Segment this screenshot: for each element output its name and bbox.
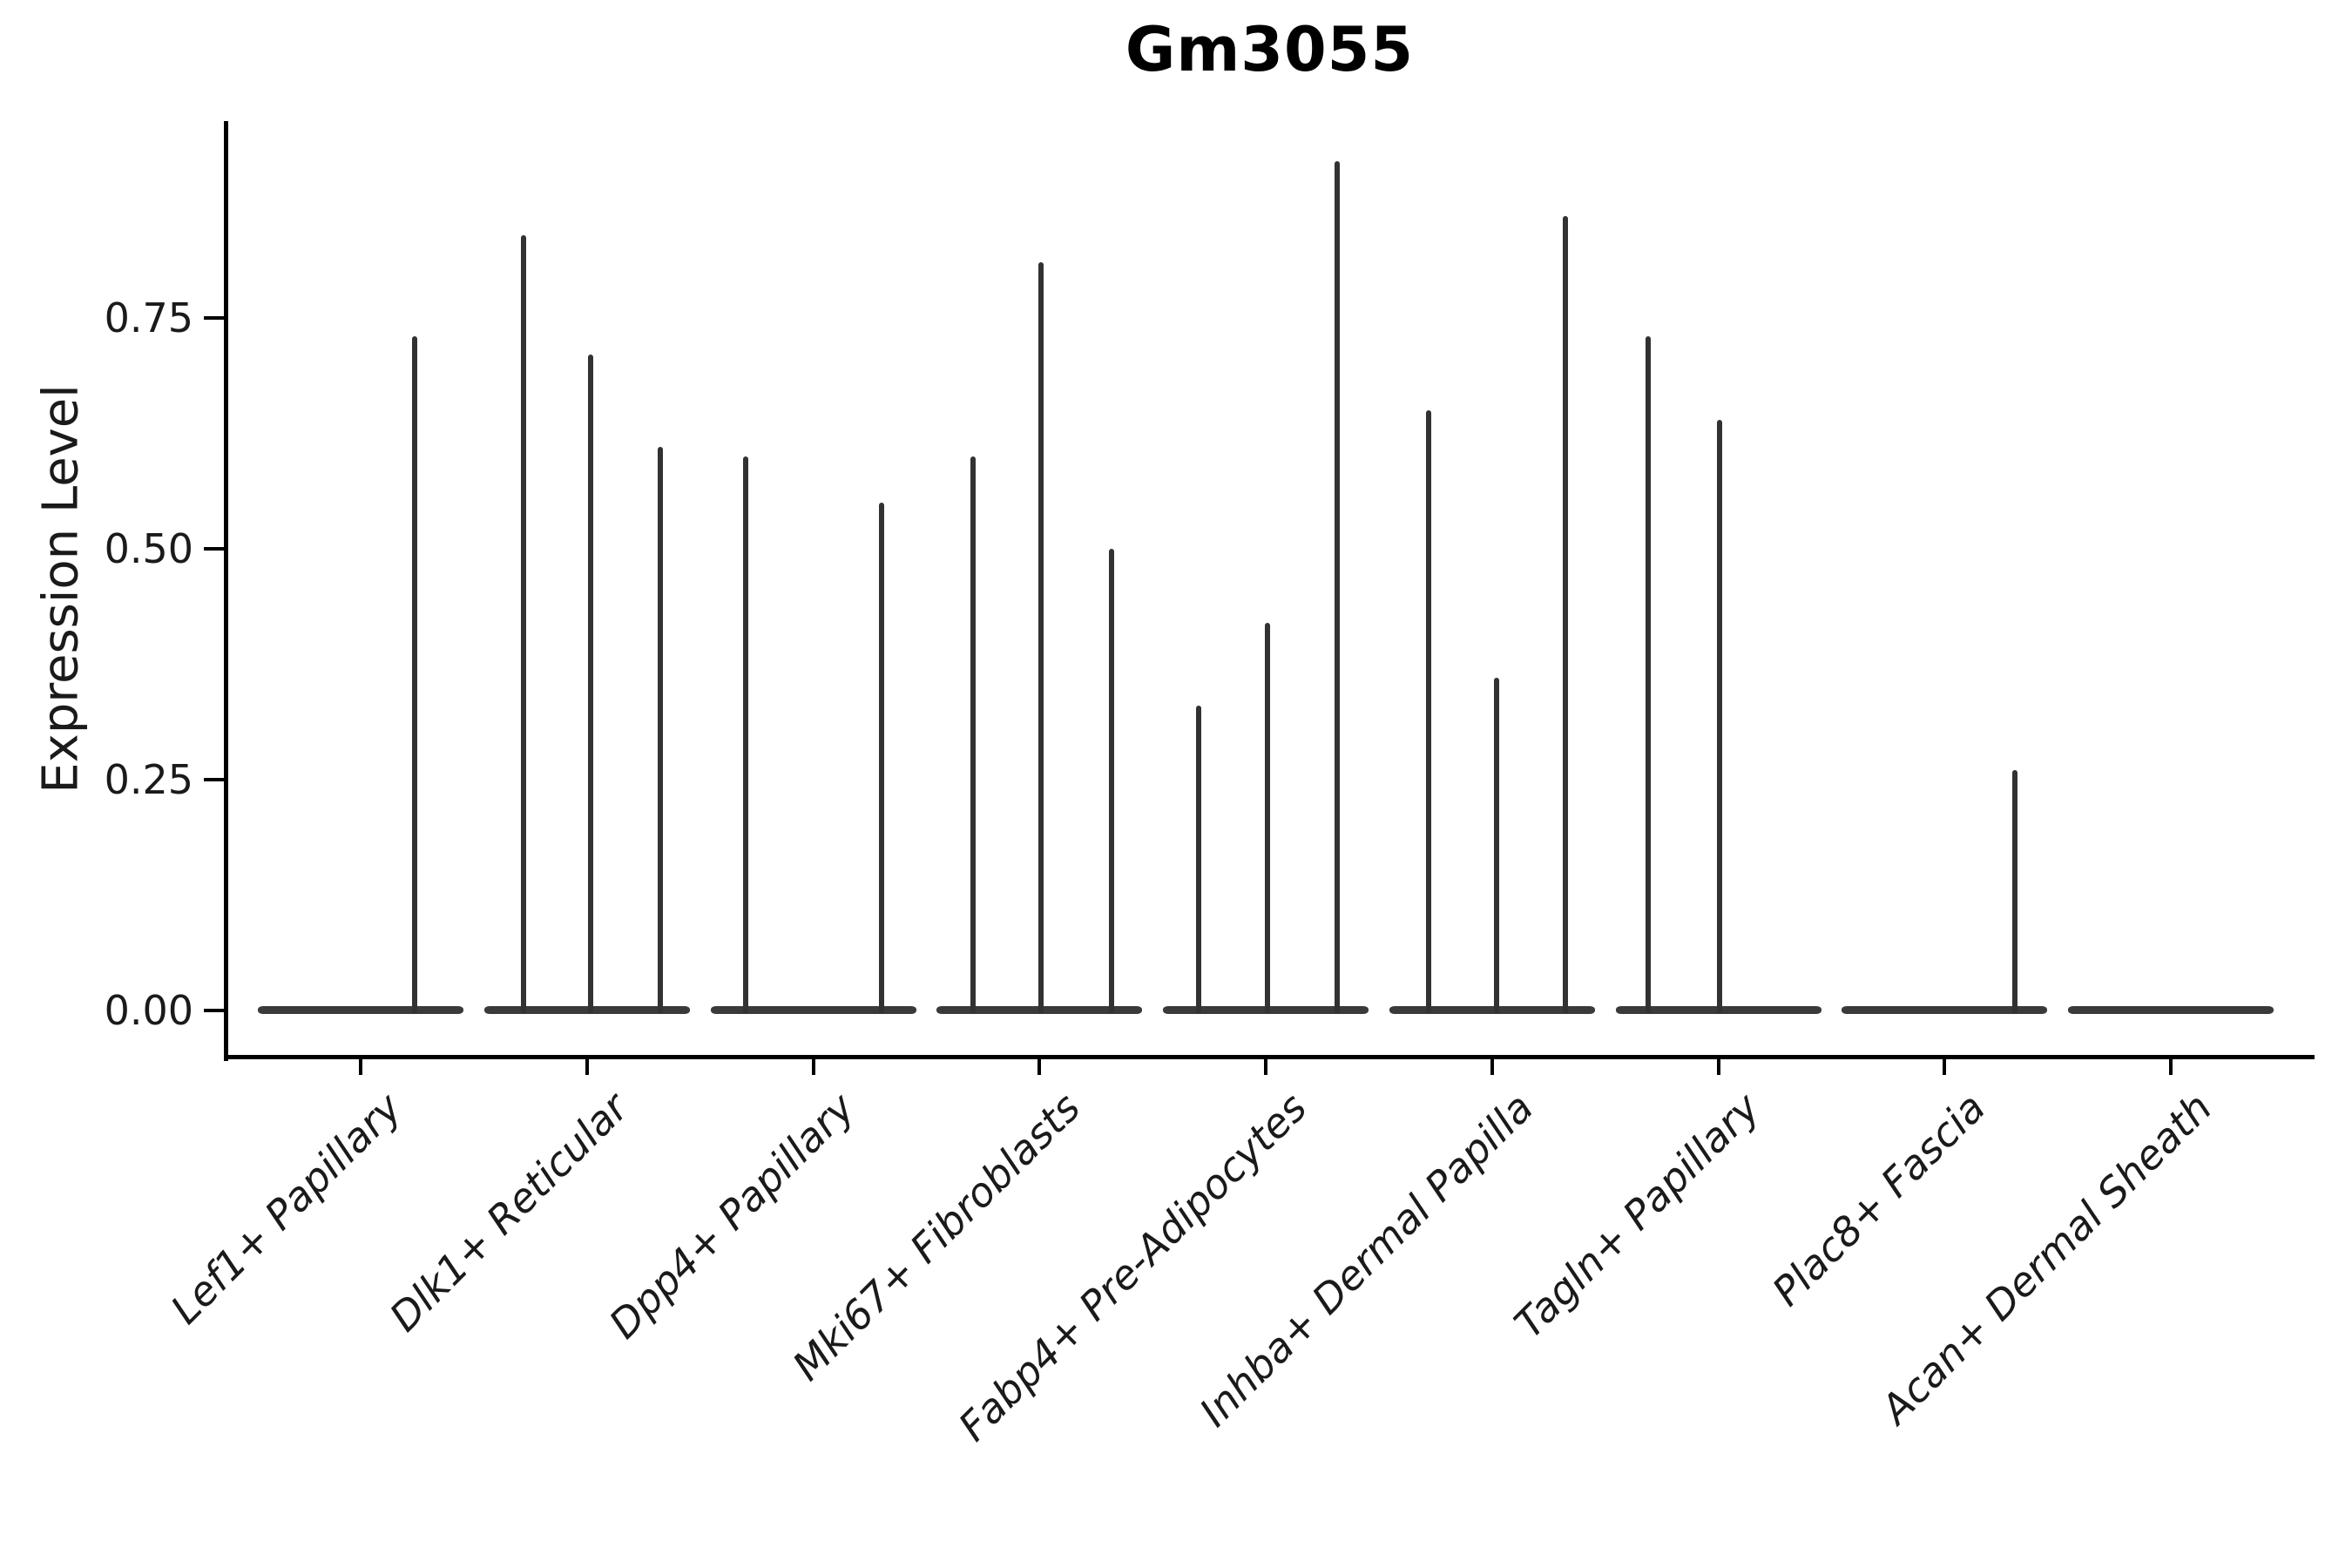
violin-spike-dpp4-papillary-2 — [878, 503, 884, 1013]
y-axis-spine — [224, 121, 228, 1061]
violin-spike-fabp4-pre-adipocytes-2 — [1265, 622, 1270, 1013]
violin-base-lef1-papillary — [258, 1006, 463, 1014]
y-tick-label-0.75: 0.75 — [104, 294, 193, 341]
y-tick-mark-0.25 — [204, 778, 225, 781]
x-tick-label-tagln-papillary: Tagln+ Papillary — [1504, 1084, 1768, 1348]
y-tick-mark-0.50 — [204, 547, 225, 551]
violin-spike-inhba-dermal-papilla-3 — [1562, 216, 1568, 1013]
y-tick-label-0.50: 0.50 — [104, 525, 193, 572]
x-tick-label-plac8-fascia: Plac8+ Fascia — [1763, 1084, 1995, 1315]
violin-spike-mki67-fibroblasts-2 — [1038, 262, 1044, 1013]
x-tick-mark-plac8-fascia — [1943, 1059, 1947, 1075]
violin-spike-dpp4-papillary-1 — [742, 456, 748, 1013]
x-tick-label-mki67-fibroblasts: Mki67+ Fibroblasts — [783, 1084, 1090, 1390]
x-tick-label-inhba-dermal-papilla: Inhba+ Dermal Papilla — [1190, 1084, 1543, 1436]
violin-spike-inhba-dermal-papilla-1 — [1425, 410, 1431, 1013]
violin-base-inhba-dermal-papilla — [1389, 1006, 1595, 1014]
x-tick-mark-dlk1-reticular — [585, 1059, 589, 1075]
y-tick-mark-0.75 — [204, 316, 225, 320]
violin-spike-fabp4-pre-adipocytes-3 — [1335, 160, 1340, 1013]
x-tick-mark-inhba-dermal-papilla — [1490, 1059, 1494, 1075]
y-tick-label-0.00: 0.00 — [104, 987, 193, 1034]
x-tick-label-fabp4-pre-adipocytes: Fabp4+ Pre-Adipocytes — [949, 1084, 1316, 1450]
violin-spike-plac8-fascia-1 — [2012, 770, 2018, 1013]
violin-spike-mki67-fibroblasts-1 — [970, 456, 977, 1013]
violin-spike-inhba-dermal-papilla-2 — [1493, 678, 1499, 1013]
x-tick-mark-dpp4-papillary — [811, 1059, 815, 1075]
violin-base-dlk1-reticular — [483, 1006, 690, 1014]
violin-spike-tagln-papillary-1 — [1645, 336, 1651, 1013]
x-tick-label-lef1-papillary: Lef1+ Papillary — [161, 1084, 411, 1334]
x-tick-label-dlk1-reticular: Dlk1+ Reticular — [380, 1084, 638, 1341]
x-axis-spine — [224, 1055, 2315, 1059]
violin-spike-lef1-papillary-1 — [412, 336, 417, 1013]
violin-spike-mki67-fibroblasts-3 — [1109, 549, 1115, 1013]
violin-spike-fabp4-pre-adipocytes-1 — [1196, 706, 1201, 1013]
y-tick-label-0.25: 0.25 — [104, 756, 193, 803]
x-tick-label-acan-dermal-sheath: Acan+ Dermal Sheath — [1871, 1084, 2221, 1433]
violin-base-plac8-fascia — [1842, 1006, 2048, 1014]
x-tick-mark-lef1-papillary — [359, 1059, 362, 1075]
y-axis-label: Expression Level — [32, 384, 90, 794]
chart-title: Gm3055 — [1125, 14, 1415, 85]
y-tick-mark-0.00 — [204, 1009, 225, 1012]
violin-spike-dlk1-reticular-3 — [657, 447, 663, 1013]
x-tick-mark-acan-dermal-sheath — [2169, 1059, 2173, 1075]
violin-base-acan-dermal-sheath — [2068, 1006, 2274, 1014]
x-tick-mark-fabp4-pre-adipocytes — [1264, 1059, 1267, 1075]
x-tick-label-dpp4-papillary: Dpp4+ Papillary — [599, 1084, 863, 1348]
violin-base-dpp4-papillary — [710, 1006, 916, 1014]
x-tick-mark-tagln-papillary — [1716, 1059, 1720, 1075]
violin-spike-dlk1-reticular-2 — [587, 355, 593, 1013]
violin-spike-dlk1-reticular-1 — [520, 234, 526, 1013]
x-tick-mark-mki67-fibroblasts — [1037, 1059, 1042, 1075]
violin-spike-tagln-papillary-2 — [1716, 419, 1722, 1013]
